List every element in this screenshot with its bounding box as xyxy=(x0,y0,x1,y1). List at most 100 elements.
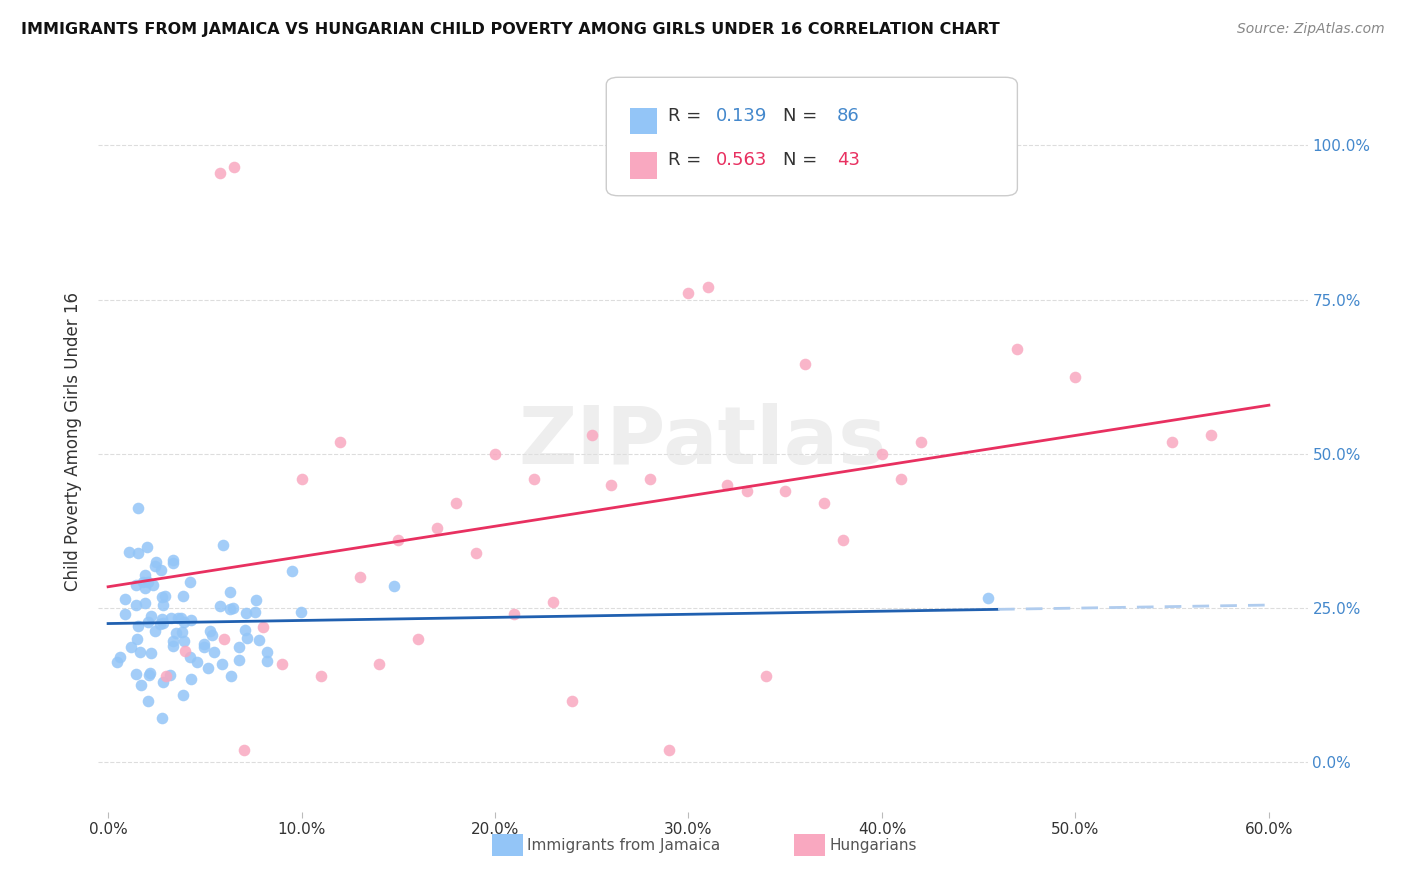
Point xyxy=(387,533,409,548)
Point xyxy=(256,645,278,659)
Point xyxy=(197,661,219,675)
Point xyxy=(174,644,197,658)
Point xyxy=(149,617,172,632)
Point xyxy=(581,428,603,442)
Point xyxy=(162,640,184,654)
Text: R =: R = xyxy=(668,152,707,169)
Point xyxy=(172,688,194,702)
Text: Immigrants from Jamaica: Immigrants from Jamaica xyxy=(527,838,720,853)
Point xyxy=(1199,428,1222,442)
Point xyxy=(523,471,546,485)
Point xyxy=(152,598,174,612)
Point xyxy=(228,653,250,667)
Point xyxy=(134,596,156,610)
Point xyxy=(247,632,270,647)
FancyBboxPatch shape xyxy=(630,152,657,178)
Point xyxy=(658,743,681,757)
Point xyxy=(773,483,796,498)
Point xyxy=(159,611,181,625)
Point xyxy=(218,584,240,599)
Point xyxy=(162,634,184,648)
Point xyxy=(309,669,332,683)
Point xyxy=(638,471,661,485)
Point xyxy=(129,678,152,692)
Text: N =: N = xyxy=(783,107,823,125)
Point xyxy=(135,540,157,554)
Point xyxy=(406,632,429,646)
Point xyxy=(149,563,172,577)
Point xyxy=(211,538,233,552)
Point xyxy=(245,593,267,607)
Point xyxy=(136,574,159,589)
Point xyxy=(870,447,893,461)
Point xyxy=(755,669,778,683)
Point xyxy=(114,607,136,621)
Point xyxy=(129,645,152,659)
Text: Hungarians: Hungarians xyxy=(830,838,917,853)
Point xyxy=(179,649,201,664)
Point xyxy=(219,669,242,683)
Text: 0.139: 0.139 xyxy=(716,107,768,125)
Point xyxy=(228,640,250,654)
Point xyxy=(145,555,167,569)
Point xyxy=(678,286,700,301)
Text: 86: 86 xyxy=(837,107,860,125)
Point xyxy=(329,434,352,449)
Point xyxy=(281,564,304,578)
Point xyxy=(193,640,215,654)
Point xyxy=(349,570,371,584)
Point xyxy=(235,606,257,620)
Point xyxy=(134,568,156,582)
Point xyxy=(541,595,564,609)
Point xyxy=(162,556,184,570)
Point xyxy=(813,496,835,510)
Point xyxy=(143,624,166,638)
Point xyxy=(141,578,163,592)
Point xyxy=(735,483,758,498)
Point xyxy=(832,533,855,548)
Point xyxy=(127,619,149,633)
Point xyxy=(172,590,194,604)
Point xyxy=(256,654,278,668)
Point xyxy=(208,599,231,613)
Text: Source: ZipAtlas.com: Source: ZipAtlas.com xyxy=(1237,22,1385,37)
Point xyxy=(145,559,167,574)
Point xyxy=(110,649,132,664)
FancyBboxPatch shape xyxy=(606,78,1018,195)
Point xyxy=(138,668,160,682)
Point xyxy=(890,471,912,485)
Point xyxy=(384,579,406,593)
Point xyxy=(793,358,815,372)
Point xyxy=(125,632,148,647)
Point xyxy=(716,477,738,491)
Text: N =: N = xyxy=(783,152,823,169)
Point xyxy=(159,668,181,682)
Point xyxy=(162,553,184,567)
Point xyxy=(152,616,174,631)
Point xyxy=(290,605,312,619)
Point xyxy=(132,574,155,589)
Point xyxy=(105,655,128,669)
Point xyxy=(977,591,1000,605)
Point xyxy=(464,546,486,560)
Point xyxy=(186,655,208,669)
Point xyxy=(150,612,173,626)
Text: 0.563: 0.563 xyxy=(716,152,768,169)
Text: 43: 43 xyxy=(837,152,860,169)
Point xyxy=(1161,434,1184,449)
Point xyxy=(155,669,177,683)
FancyBboxPatch shape xyxy=(630,108,657,135)
Point xyxy=(165,626,187,640)
Point xyxy=(150,590,173,604)
Point xyxy=(125,578,148,592)
Point xyxy=(173,634,195,648)
Point xyxy=(368,657,391,671)
Point xyxy=(136,615,159,629)
Point xyxy=(222,160,245,174)
Point xyxy=(222,600,245,615)
Point xyxy=(201,627,224,641)
Point xyxy=(152,674,174,689)
Point xyxy=(218,602,240,616)
Point xyxy=(202,645,225,659)
Point xyxy=(127,500,149,515)
